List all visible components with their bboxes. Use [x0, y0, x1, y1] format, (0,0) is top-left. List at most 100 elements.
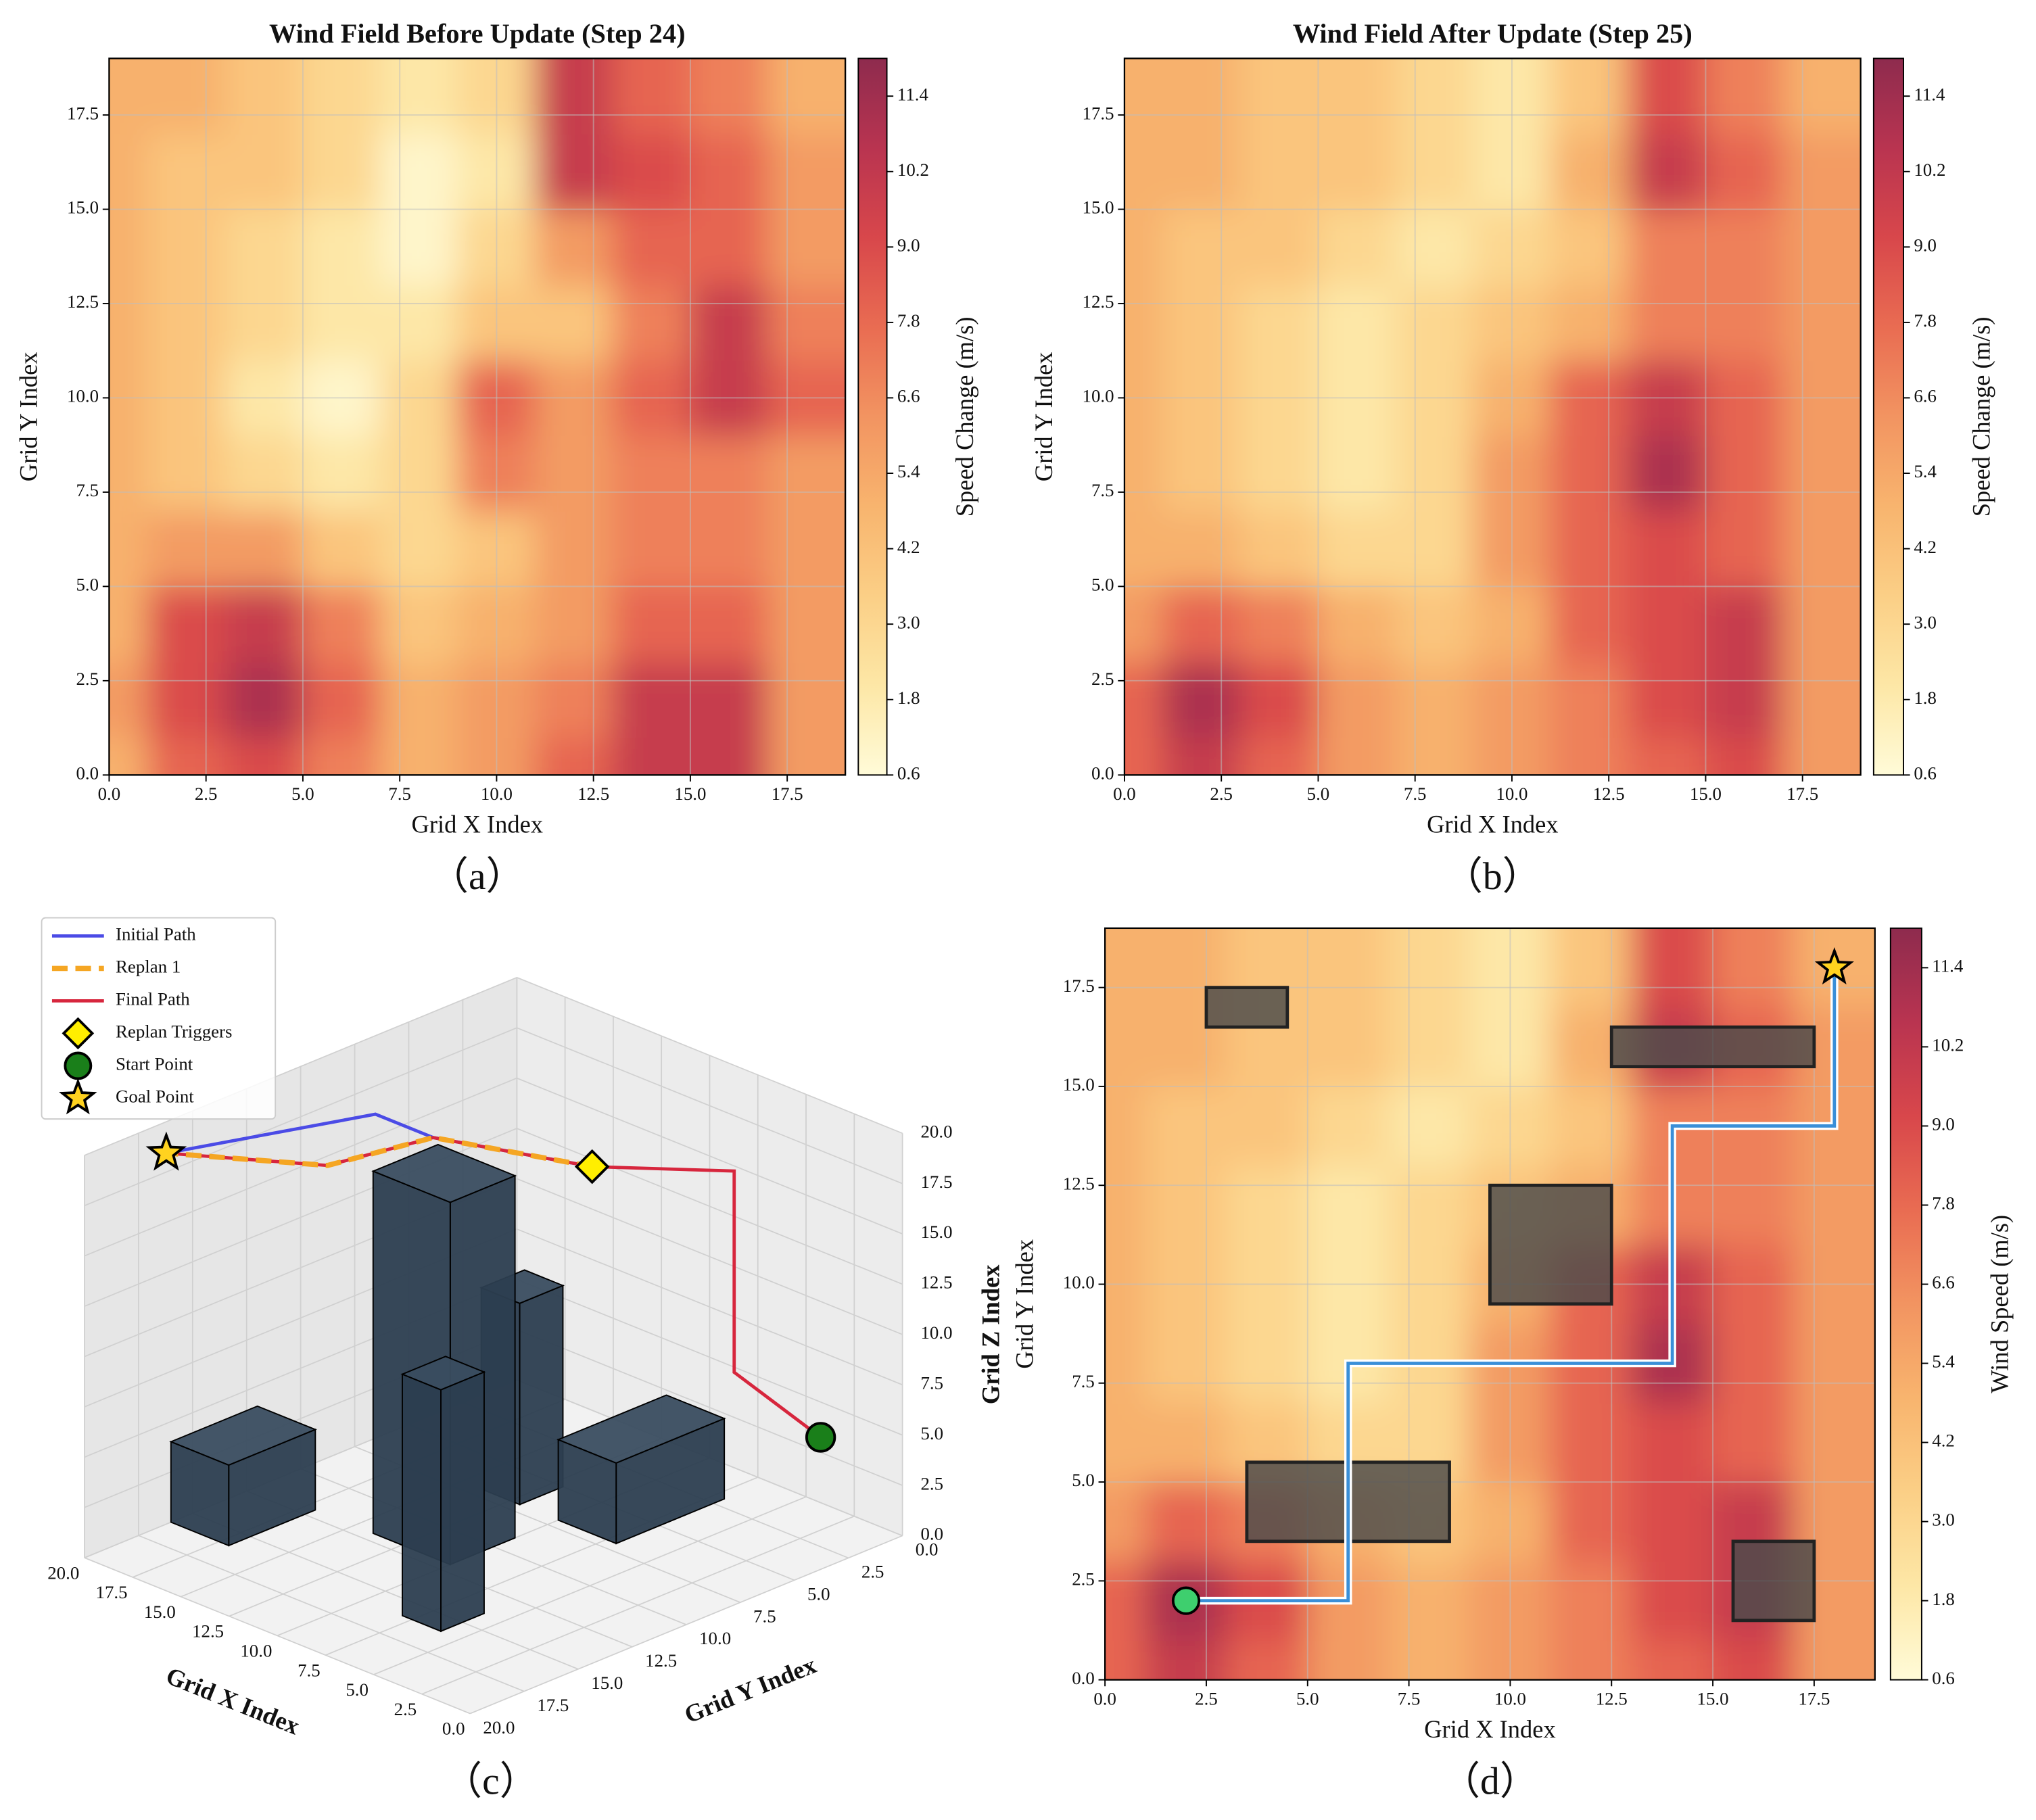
field-cell: [1105, 1560, 1147, 1642]
field-cell: [224, 736, 304, 775]
field-cells: [1124, 58, 1861, 775]
field-cell: [1225, 1639, 1308, 1680]
field-cell: [689, 58, 769, 135]
y-tick-label: 2.5: [1072, 1569, 1095, 1589]
field-cell: [767, 133, 846, 210]
y-tick-label: 5.0: [76, 575, 99, 595]
y-tick-label: 15.0: [1063, 1074, 1095, 1095]
field-cell: [147, 661, 227, 738]
field-cell: [379, 661, 459, 738]
field-cell: [1627, 510, 1707, 588]
obstacle: [1609, 1025, 1816, 1069]
field-cell: [1124, 58, 1164, 135]
y-tick-label: 15.0: [591, 1673, 623, 1693]
field-cell: [1631, 928, 1714, 1008]
field-cell: [224, 58, 304, 135]
field-cell: [1627, 208, 1707, 286]
field-cell: [109, 133, 149, 210]
y-tick-label: 7.5: [753, 1606, 776, 1626]
field-cell: [1705, 58, 1784, 135]
z-tick-label: 10.0: [920, 1322, 952, 1343]
colorbar-tick-label: 7.8: [897, 310, 920, 331]
field-cell: [1550, 1639, 1633, 1680]
field-cell: [767, 510, 846, 588]
colorbar-tick-label: 11.4: [897, 84, 929, 104]
field-cell: [1395, 736, 1474, 775]
x-tick-label: 0.0: [1093, 1689, 1116, 1709]
panel-label: （a）: [429, 855, 525, 898]
field-cell: [1145, 1481, 1227, 1562]
legend-swatch: [62, 1017, 95, 1050]
x-tick-label: 10.0: [240, 1640, 272, 1660]
field-cell: [147, 510, 227, 588]
field-cell: [1145, 1164, 1227, 1245]
grid-line: [517, 1328, 903, 1486]
colorbar-tick-label: 10.2: [1932, 1035, 1964, 1055]
x-tick-label: 0.0: [1113, 784, 1136, 804]
panel-label: （d）: [1441, 1760, 1538, 1802]
field-cell: [1631, 1639, 1714, 1680]
field-cell: [1239, 133, 1319, 210]
field-cell: [767, 284, 846, 361]
x-tick-label: 15.0: [144, 1602, 176, 1622]
field-cell: [1225, 928, 1308, 1008]
field-cell: [302, 585, 381, 663]
field-cell: [534, 284, 614, 361]
field-cell: [1105, 1006, 1147, 1087]
field-cell: [1550, 1560, 1633, 1642]
field-cell: [1395, 208, 1474, 286]
colorbar-tick-label: 3.0: [1914, 612, 1937, 632]
x-tick-label: 10.0: [1494, 1689, 1526, 1709]
field-cell: [1712, 1164, 1795, 1245]
x-tick-label: 7.5: [388, 784, 411, 804]
colorbar-tick-label: 4.2: [1932, 1431, 1955, 1451]
legend-label: Start Point: [116, 1054, 193, 1074]
field-cell: [1631, 1560, 1714, 1642]
field-cell: [767, 435, 846, 512]
y-tick-label: 12.5: [1063, 1173, 1095, 1193]
x-tick-label: 7.5: [298, 1660, 321, 1680]
field-cell: [1793, 1164, 1875, 1245]
field-cell: [1145, 1402, 1227, 1483]
y-tick-label: 2.5: [76, 669, 99, 689]
field-cell: [1793, 1402, 1875, 1483]
field-cell: [302, 661, 381, 738]
field-cell: [1705, 661, 1784, 738]
field-cell: [612, 585, 691, 663]
field-cell: [1627, 435, 1707, 512]
y-tick-label: 5.0: [1091, 575, 1114, 595]
field-cell: [1145, 1323, 1227, 1404]
y-tick-label: 5.0: [807, 1583, 830, 1604]
y-tick-label: 17.5: [67, 103, 99, 123]
field-cell: [224, 133, 304, 210]
legend-label: Initial Path: [116, 924, 196, 944]
obstacle-top: [557, 1394, 726, 1464]
path-line: [166, 1134, 593, 1170]
field-cell: [379, 58, 459, 135]
panel-label: （b）: [1444, 855, 1541, 898]
field-cell: [1317, 284, 1397, 361]
field-cell: [689, 208, 769, 286]
field-cell: [379, 585, 459, 663]
x-tick-label: 12.5: [192, 1621, 224, 1642]
field: [109, 58, 846, 775]
field-cell: [379, 510, 459, 588]
colorbar-label: Speed Change (m/s): [1967, 316, 1995, 517]
field-cell: [1317, 208, 1397, 286]
field-cell: [1162, 661, 1241, 738]
field-cells: [109, 58, 846, 775]
grid-line: [84, 1077, 517, 1257]
field-cell: [1225, 1085, 1308, 1166]
panel-label: （c）: [444, 1760, 539, 1802]
field-cell: [1705, 736, 1784, 775]
field-cell: [1105, 928, 1147, 1008]
field-cell: [612, 58, 691, 135]
x-tick-label: 2.5: [195, 784, 218, 804]
colorbar-label: Wind Speed (m/s): [1985, 1215, 2013, 1393]
field-cell: [689, 133, 769, 210]
x-tick-label: 12.5: [1596, 1689, 1628, 1709]
y-tick-label: 12.5: [645, 1650, 677, 1671]
field-cell: [224, 284, 304, 361]
colorbar-tick-label: 9.0: [1914, 235, 1937, 255]
field-cell: [302, 58, 381, 135]
